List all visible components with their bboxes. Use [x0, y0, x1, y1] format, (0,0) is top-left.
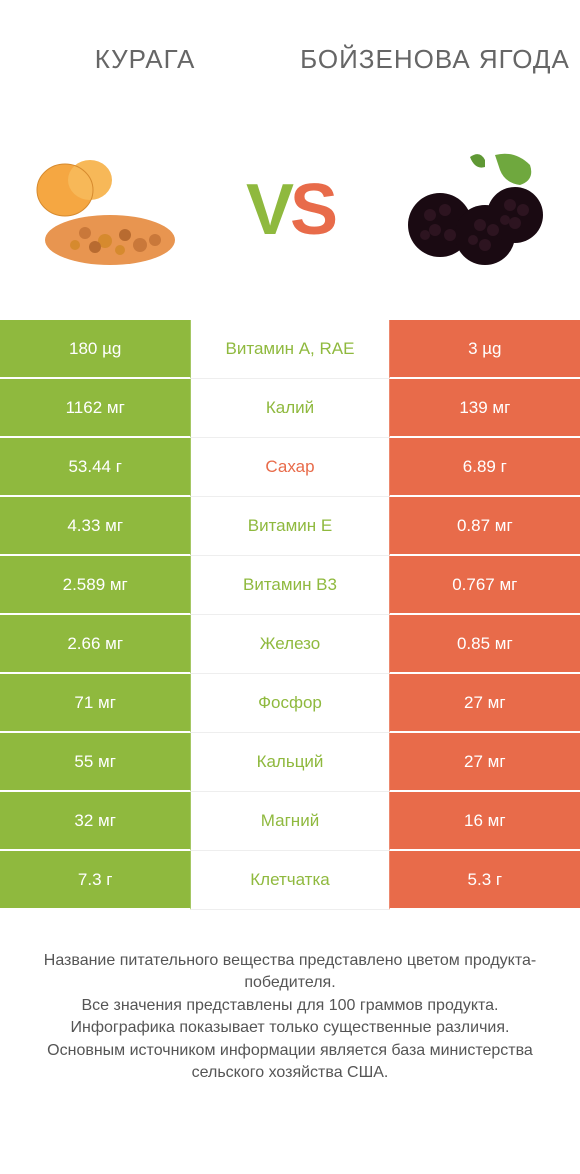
footer-line: Инфографика показывает только существенн… [20, 1017, 560, 1039]
value-left: 71 мг [0, 674, 191, 733]
comparison-table: 180 µgВитамин A, RAE3 µg1162 мгКалий139 … [0, 320, 580, 910]
nutrient-name: Фосфор [191, 674, 388, 733]
apricot-image [20, 140, 200, 280]
table-row: 1162 мгКалий139 мг [0, 379, 580, 438]
images-row: VS [0, 120, 580, 320]
value-right: 0.85 мг [389, 615, 580, 674]
value-right: 5.3 г [389, 851, 580, 910]
value-left: 53.44 г [0, 438, 191, 497]
value-left: 180 µg [0, 320, 191, 379]
nutrient-name: Витамин E [191, 497, 388, 556]
footer-line: Название питательного вещества представл… [20, 950, 560, 995]
vs-s: S [290, 170, 334, 250]
nutrient-name: Калий [191, 379, 388, 438]
value-right: 6.89 г [389, 438, 580, 497]
table-row: 53.44 гСахар6.89 г [0, 438, 580, 497]
berry-image [380, 140, 560, 280]
value-right: 0.87 мг [389, 497, 580, 556]
footer-notes: Название питательного вещества представл… [0, 910, 580, 1084]
value-right: 0.767 мг [389, 556, 580, 615]
header: КУРАГА БОЙЗЕНОВА ЯГОДА [0, 0, 580, 120]
table-row: 2.66 мгЖелезо0.85 мг [0, 615, 580, 674]
value-left: 7.3 г [0, 851, 191, 910]
table-row: 2.589 мгВитамин B30.767 мг [0, 556, 580, 615]
table-row: 7.3 гКлетчатка5.3 г [0, 851, 580, 910]
value-right: 16 мг [389, 792, 580, 851]
value-right: 139 мг [389, 379, 580, 438]
title-left: КУРАГА [0, 44, 290, 75]
value-left: 2.66 мг [0, 615, 191, 674]
vs-v: V [246, 170, 290, 250]
footer-line: Основным источником информации является … [20, 1040, 560, 1085]
table-row: 32 мгМагний16 мг [0, 792, 580, 851]
value-left: 2.589 мг [0, 556, 191, 615]
footer-line: Все значения представлены для 100 граммо… [20, 995, 560, 1017]
table-row: 71 мгФосфор27 мг [0, 674, 580, 733]
nutrient-name: Сахар [191, 438, 388, 497]
nutrient-name: Магний [191, 792, 388, 851]
value-left: 1162 мг [0, 379, 191, 438]
nutrient-name: Клетчатка [191, 851, 388, 910]
nutrient-name: Витамин B3 [191, 556, 388, 615]
value-right: 27 мг [389, 733, 580, 792]
nutrient-name: Кальций [191, 733, 388, 792]
nutrient-name: Железо [191, 615, 388, 674]
title-right: БОЙЗЕНОВА ЯГОДА [290, 44, 580, 75]
table-row: 55 мгКальций27 мг [0, 733, 580, 792]
table-row: 180 µgВитамин A, RAE3 µg [0, 320, 580, 379]
nutrient-name: Витамин A, RAE [191, 320, 388, 379]
value-right: 3 µg [389, 320, 580, 379]
value-left: 32 мг [0, 792, 191, 851]
table-row: 4.33 мгВитамин E0.87 мг [0, 497, 580, 556]
value-left: 55 мг [0, 733, 191, 792]
value-right: 27 мг [389, 674, 580, 733]
vs-label: VS [246, 169, 334, 251]
value-left: 4.33 мг [0, 497, 191, 556]
